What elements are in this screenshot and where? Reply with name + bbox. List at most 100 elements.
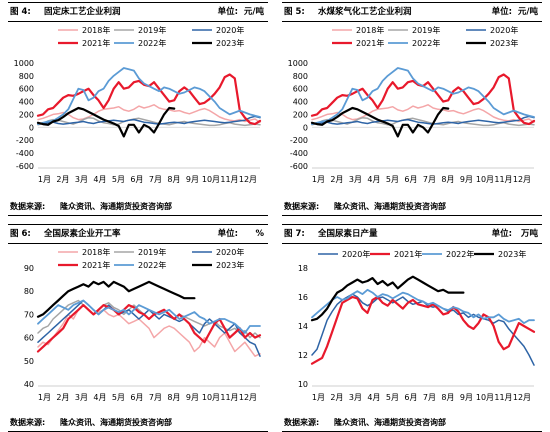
y-tick-label: 12: [298, 351, 308, 360]
x-tick-label: 12月: [513, 393, 531, 402]
y-tick-label: 10: [298, 380, 308, 389]
legend-label: 2022年: [138, 260, 166, 270]
chart-panel-coal-water-slurry-profit: 图 5: 水煤浆气化工艺企业利润 单位: 元/吨 -600 -400 -200 0 20…: [282, 0, 542, 216]
legend-label: 2022年: [446, 249, 474, 259]
x-tick-label: 10月: [476, 175, 494, 184]
legend-label: 2022年: [412, 38, 440, 48]
chart-panel-daily-output: 图 7: 全国尿素日产量 单位: 万吨 10 12 14 16 18 1月 2月 3月 4月 5月…: [282, 222, 542, 432]
legend-label: 2023年: [498, 249, 526, 259]
y-tick-label: 60: [24, 334, 34, 343]
x-tick-label: 9月: [460, 393, 473, 402]
x-tick-label: 3月: [349, 393, 362, 402]
legend-label: 2021年: [394, 249, 422, 259]
source-note: 数据来源: 隆众资讯、海通期货投资咨询部: [282, 415, 542, 432]
line-chart: -600 -400 -200 0 200 400 600 800 1000 1月 2月 3月 4月 5月 6…: [288, 25, 536, 184]
x-tick-label: 10月: [476, 393, 494, 402]
unit-value: 万吨: [520, 229, 538, 239]
y-tick-label: 50: [24, 357, 34, 366]
legend-label: 2022年: [138, 38, 166, 48]
x-tick-label: 6月: [404, 393, 417, 402]
x-tick-label: 8月: [441, 175, 454, 184]
x-tick-label: 3月: [75, 393, 88, 402]
x-tick-label: 11月: [494, 175, 512, 184]
series-line-2022年: [311, 288, 535, 324]
x-tick-label: 9月: [186, 175, 199, 184]
figure-label: 图 4:: [10, 7, 31, 17]
series-line-2019年: [311, 116, 535, 127]
x-tick-label: 6月: [404, 175, 417, 184]
series-line-2022年: [37, 67, 261, 125]
source-value: 隆众资讯、海通期货投资咨询部: [60, 202, 172, 211]
x-tick-label: 5月: [112, 393, 125, 402]
chart-header: 图 4: 固定床工艺企业利润 单位: 元/吨: [8, 2, 268, 22]
x-tick-label: 1月: [38, 175, 51, 184]
source-label: 数据来源:: [10, 418, 46, 427]
y-tick-label: 200: [19, 110, 34, 119]
chart-title: 固定床工艺企业利润: [44, 7, 121, 17]
chart-header: 图 6: 全国尿素企业开工率 单位: %: [8, 224, 268, 244]
x-tick-label: 11月: [220, 175, 238, 184]
legend-label: 2020年: [216, 25, 244, 35]
legend-label: 2020年: [216, 247, 244, 257]
x-tick-label: 8月: [167, 175, 180, 184]
x-tick-label: 2月: [56, 175, 69, 184]
figure-label: 图 6:: [10, 229, 31, 239]
y-tick-label: -600: [16, 162, 34, 171]
x-tick-label: 11月: [220, 393, 238, 402]
y-tick-label: 16: [298, 293, 308, 302]
legend-label: 2023年: [216, 260, 244, 270]
legend-label: 2019年: [138, 247, 166, 257]
y-tick-label: 90: [24, 264, 34, 273]
y-tick-label: 1000: [288, 59, 308, 68]
line-chart: 10 12 14 16 18 1月 2月 3月 4月 5月 6月 7月 8月 9月 10月 11月 12月 202…: [298, 249, 536, 402]
series-line-2018年: [37, 304, 261, 357]
line-chart: 40 50 60 70 80 90 1月 2月 3月 4月 5月 6月 7月 8月 9月 10月 11月 12月 2…: [24, 247, 262, 402]
x-tick-label: 4月: [93, 393, 106, 402]
series-line-2022年: [311, 67, 535, 125]
y-tick-label: -400: [16, 149, 34, 158]
x-tick-label: 12月: [239, 393, 257, 402]
legend-label: 2020年: [342, 249, 370, 259]
y-tick-label: 400: [293, 98, 308, 107]
y-tick-label: 14: [298, 322, 308, 331]
x-tick-label: 7月: [423, 393, 436, 402]
legend-label: 2018年: [356, 25, 384, 35]
source-note: 数据来源: 隆众资讯、海通期货投资咨询部: [282, 199, 542, 216]
unit-label: 单位:: [491, 7, 512, 17]
x-tick-label: 10月: [202, 175, 220, 184]
x-tick-label: 5月: [112, 175, 125, 184]
unit-value: 元/吨: [243, 7, 264, 17]
y-tick-label: -200: [16, 136, 34, 145]
unit-label: 单位:: [217, 229, 238, 239]
y-tick-label: -400: [290, 149, 308, 158]
source-label: 数据来源:: [10, 202, 46, 211]
y-tick-label: 70: [24, 310, 34, 319]
y-tick-label: 0: [29, 123, 34, 132]
series-line-2023年: [36, 106, 176, 138]
source-note: 数据来源: 隆众资讯、海通期货投资咨询部: [8, 199, 268, 216]
y-tick-label: 40: [24, 380, 34, 389]
source-value: 隆众资讯、海通期货投资咨询部: [334, 202, 446, 211]
legend-label: 2018年: [82, 25, 110, 35]
x-tick-label: 6月: [130, 393, 143, 402]
series-line-2019年: [37, 116, 261, 127]
series-line-2020年: [37, 115, 261, 125]
series-line-2018年: [311, 104, 535, 123]
x-tick-label: 10月: [202, 393, 220, 402]
y-tick-label: 600: [293, 85, 308, 94]
x-tick-label: 4月: [93, 175, 106, 184]
x-tick-label: 4月: [367, 393, 380, 402]
series-line-2020年: [311, 115, 535, 125]
y-tick-label: 800: [19, 72, 34, 81]
x-tick-label: 7月: [149, 393, 162, 402]
series-line-2021年: [36, 304, 262, 353]
legend-label: 2019年: [138, 25, 166, 35]
x-tick-label: 8月: [167, 393, 180, 402]
y-tick-label: -200: [290, 136, 308, 145]
series-line-2023年: [310, 106, 450, 138]
x-tick-label: 11月: [494, 393, 512, 402]
chart-header: 图 5: 水煤浆气化工艺企业利润 单位: 元/吨: [282, 2, 542, 22]
x-tick-label: 7月: [423, 175, 436, 184]
x-tick-label: 12月: [513, 175, 531, 184]
x-tick-label: 12月: [239, 175, 257, 184]
